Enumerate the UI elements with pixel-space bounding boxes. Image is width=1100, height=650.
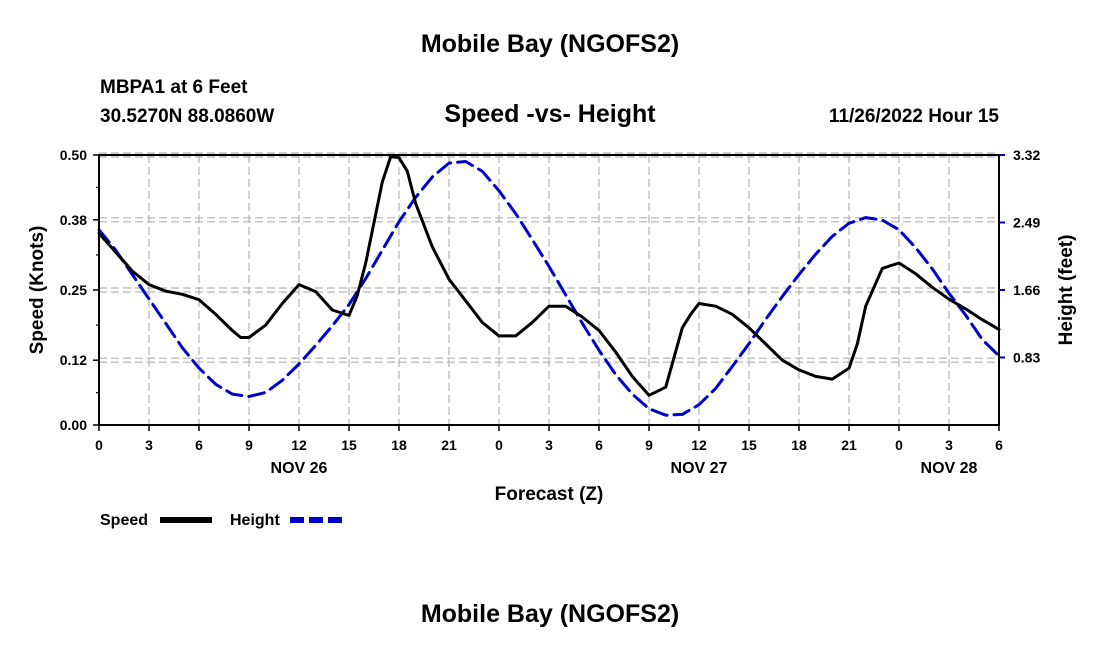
x-date-label: NOV 27 — [671, 460, 728, 477]
y-right-tick-label: 2.49 — [1013, 215, 1040, 231]
speed-series — [97, 155, 1001, 397]
height-series — [97, 160, 1001, 417]
x-tick-label: 9 — [645, 437, 653, 453]
height-line — [97, 160, 1001, 417]
x-tick-label: 6 — [595, 437, 603, 453]
y-axis-label-right: Height (feet) — [1056, 235, 1077, 346]
y-right-tick-label: 1.66 — [1013, 282, 1040, 298]
y-right-tick-label: 0.83 — [1013, 350, 1040, 366]
footer-title: Mobile Bay (NGOFS2) — [420, 600, 680, 628]
y-left-tick-label: 0.50 — [60, 147, 87, 163]
x-date-label: NOV 26 — [271, 460, 328, 477]
y-axis-label-left: Speed (Knots) — [27, 226, 48, 355]
y-left-tick-label: 0.25 — [60, 282, 87, 298]
x-tick-label: 6 — [195, 437, 203, 453]
x-tick-label: 3 — [145, 437, 153, 453]
x-tick-label: 15 — [341, 437, 357, 453]
chart-grid — [99, 152, 999, 425]
chart-legend: Speed Height — [100, 512, 342, 529]
x-tick-label: 0 — [95, 437, 103, 453]
x-tick-label: 12 — [691, 437, 707, 453]
chart-subtitle: Speed -vs- Height — [444, 100, 656, 128]
x-tick-label: 21 — [441, 437, 457, 453]
speed-line — [97, 155, 1001, 397]
x-tick-label: 18 — [791, 437, 807, 453]
x-tick-label: 9 — [245, 437, 253, 453]
y-left-tick-label: 0.38 — [60, 212, 87, 228]
station-coordinates: 30.5270N 88.0860W — [100, 106, 275, 127]
x-tick-label: 21 — [841, 437, 857, 453]
chart-axes: 0 3 6 9 12 15 18 21 0 3 6 9 12 15 18 21 0 3 6 NOV 26 NOV 27 N… — [60, 147, 1041, 477]
x-date-label: NOV 28 — [921, 460, 978, 477]
x-tick-label: 12 — [291, 437, 307, 453]
y-left-tick-label: 0.00 — [60, 417, 87, 433]
speed-height-chart: 0 3 6 9 12 15 18 21 0 3 6 9 12 15 18 21 0 3 6 NOV 26 NOV 27 N… — [27, 147, 1077, 529]
y-left-tick-label: 0.12 — [60, 352, 87, 368]
x-tick-label: 0 — [895, 437, 903, 453]
x-tick-label: 15 — [741, 437, 757, 453]
x-axis-label: Forecast (Z) — [495, 484, 604, 505]
legend-height-label: Height — [230, 512, 280, 529]
x-tick-label: 3 — [545, 437, 553, 453]
chart-title: Mobile Bay (NGOFS2) — [420, 30, 680, 58]
x-tick-label: 18 — [391, 437, 407, 453]
forecast-datetime: 11/26/2022 Hour 15 — [828, 106, 999, 127]
station-label: MBPA1 at 6 Feet — [100, 77, 248, 98]
y-right-tick-label: 3.32 — [1013, 147, 1040, 163]
x-tick-label: 3 — [945, 437, 953, 453]
legend-speed-label: Speed — [100, 512, 148, 529]
x-tick-label: 0 — [495, 437, 503, 453]
x-tick-label: 6 — [995, 437, 1003, 453]
